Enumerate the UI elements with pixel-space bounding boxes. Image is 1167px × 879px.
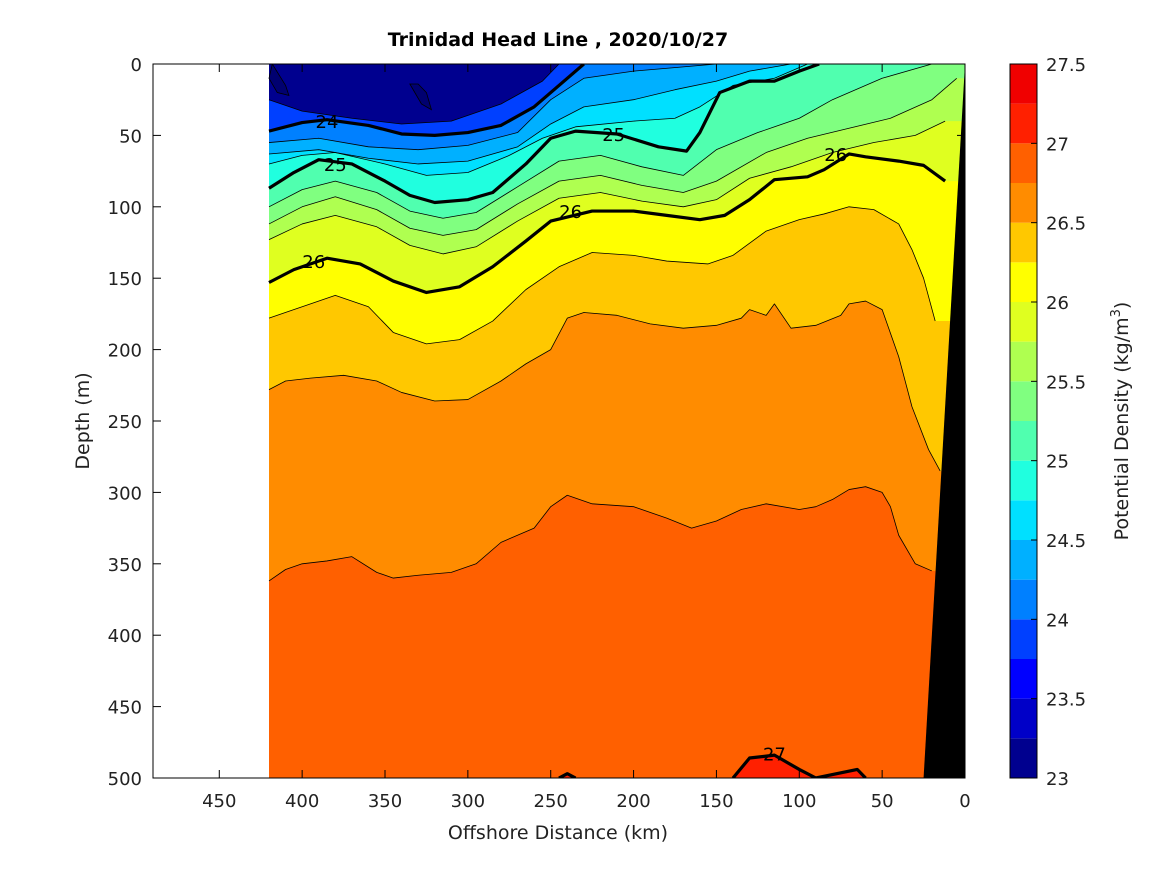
y-tick-label-450: 450 xyxy=(108,698,142,719)
colorbar-band-2 xyxy=(1010,659,1037,699)
x-tick-label-100: 100 xyxy=(782,791,816,812)
colorbar-band-16 xyxy=(1010,103,1037,144)
y-tick-label-50: 50 xyxy=(119,126,142,147)
colorbar-tick-label-5: 25.5 xyxy=(1046,372,1086,393)
y-axis-ticks: 0 50 100 150 200 250 300 350 400 450 500 xyxy=(108,55,965,790)
density-pocket-1 xyxy=(409,83,433,111)
y-tick-label-200: 200 xyxy=(108,341,142,362)
x-axis-ticks: 450 400 350 300 250 200 150 100 50 0 xyxy=(202,64,971,812)
x-tick-label-300: 300 xyxy=(451,791,485,812)
colorbar-band-7 xyxy=(1010,460,1037,501)
colorbar-tick-label-2: 24 xyxy=(1046,610,1069,631)
chart-title: Trinidad Head Line , 2020/10/27 xyxy=(388,29,728,51)
colorbar-band-4 xyxy=(1010,579,1037,620)
y-tick-label-100: 100 xyxy=(108,198,142,219)
colorbar-band-15 xyxy=(1010,143,1037,183)
colorbar: 23 23.5 24 24.5 25 25.5 26 26.5 27 27.5 xyxy=(1009,55,1086,790)
x-axis-title: Offshore Distance (km) xyxy=(448,822,668,844)
colorbar-band-1 xyxy=(1010,698,1037,739)
density-pocket-0 xyxy=(268,64,290,96)
isopycnal-label-3: 25 xyxy=(602,125,625,146)
colorbar-band-10 xyxy=(1010,341,1037,382)
colorbar-band-9 xyxy=(1010,381,1037,421)
colorbar-tick-label-9: 27.5 xyxy=(1046,55,1086,76)
isopycnal-line-26-9 xyxy=(268,152,947,295)
colorbar-title-suffix: ) xyxy=(1111,302,1133,309)
isopycnal-line-26-25-10 xyxy=(268,206,936,345)
colorbar-title: Potential Density (kg/m3) xyxy=(1109,302,1133,541)
isopycnal-line-24-1 xyxy=(268,64,585,137)
x-tick-label-350: 350 xyxy=(368,791,402,812)
isopycnal-line-26-5-11 xyxy=(268,300,941,472)
colorbar-title-exponent: 3 xyxy=(1109,309,1124,317)
y-tick-label-0: 0 xyxy=(131,55,142,76)
isopycnal-line-27-14 xyxy=(558,772,577,778)
y-tick-label-300: 300 xyxy=(108,483,142,504)
isopycnal-line-27-13 xyxy=(731,753,867,778)
isopycnal-label-1: 25 xyxy=(324,155,347,176)
colorbar-band-6 xyxy=(1010,500,1037,540)
isopycnal-line-25-25-6 xyxy=(268,64,932,219)
colorbar-band-0 xyxy=(1010,738,1037,778)
isopycnal-line-25-5-7 xyxy=(268,77,957,236)
isopycnal-label-0: 24 xyxy=(316,112,339,133)
isopycnal-labels: 24 25 26 25 26 26 27 xyxy=(302,112,847,766)
isopycnal-line-25-75-8 xyxy=(268,120,946,255)
isopycnal-line-26-75-12 xyxy=(268,486,933,582)
x-tick-label-200: 200 xyxy=(616,791,650,812)
density-band-27-13 xyxy=(733,755,866,778)
x-tick-label-0: 0 xyxy=(959,791,970,812)
isopycnal-line-24-5-3 xyxy=(268,64,792,165)
x-tick-label-250: 250 xyxy=(534,791,568,812)
colorbar-tick-label-0: 23 xyxy=(1046,769,1069,790)
colorbar-tick-label-7: 26.5 xyxy=(1046,214,1086,235)
colorbar-band-17 xyxy=(1010,64,1037,104)
colorbar-tick-label-3: 24.5 xyxy=(1046,531,1086,552)
colorbar-band-8 xyxy=(1010,421,1037,461)
isopycnal-line-24-25-2 xyxy=(268,64,717,151)
colorbar-band-5 xyxy=(1010,540,1037,580)
x-tick-label-150: 150 xyxy=(699,791,733,812)
colorbar-tick-label-1: 23.5 xyxy=(1046,690,1086,711)
isopycnal-label-6: 27 xyxy=(763,745,786,766)
density-field xyxy=(268,64,965,778)
colorbar-band-13 xyxy=(1010,222,1037,263)
y-tick-label-500: 500 xyxy=(108,769,142,790)
colorbar-title-prefix: Potential Density (kg/m xyxy=(1111,317,1133,540)
colorbar-band-12 xyxy=(1010,262,1037,302)
isopycnal-label-4: 26 xyxy=(559,202,582,223)
isopycnal-line-25-5 xyxy=(268,64,820,205)
density-band-26-75-12 xyxy=(269,486,965,778)
y-tick-label-150: 150 xyxy=(108,269,142,290)
isopycnal-label-2: 26 xyxy=(302,252,325,273)
colorbar-band-11 xyxy=(1010,302,1037,342)
isopycnal-label-5: 26 xyxy=(824,145,847,166)
isopycnal-lines xyxy=(268,64,957,778)
seafloor-bathymetry xyxy=(923,64,965,778)
y-tick-label-350: 350 xyxy=(108,555,142,576)
x-tick-label-400: 400 xyxy=(285,791,319,812)
colorbar-frame xyxy=(1009,63,1038,779)
colorbar-band-14 xyxy=(1010,183,1037,223)
x-tick-label-50: 50 xyxy=(871,791,894,812)
x-tick-label-450: 450 xyxy=(202,791,236,812)
y-tick-label-250: 250 xyxy=(108,412,142,433)
isopycnal-line-23-75-0 xyxy=(268,64,560,125)
colorbar-tick-label-8: 27 xyxy=(1046,134,1069,155)
colorbar-tick-label-6: 26 xyxy=(1046,293,1069,314)
y-axis-title: Depth (m) xyxy=(72,372,94,469)
y-tick-label-400: 400 xyxy=(108,626,142,647)
colorbar-tick-label-4: 25 xyxy=(1046,452,1069,473)
colorbar-band-3 xyxy=(1010,619,1037,659)
